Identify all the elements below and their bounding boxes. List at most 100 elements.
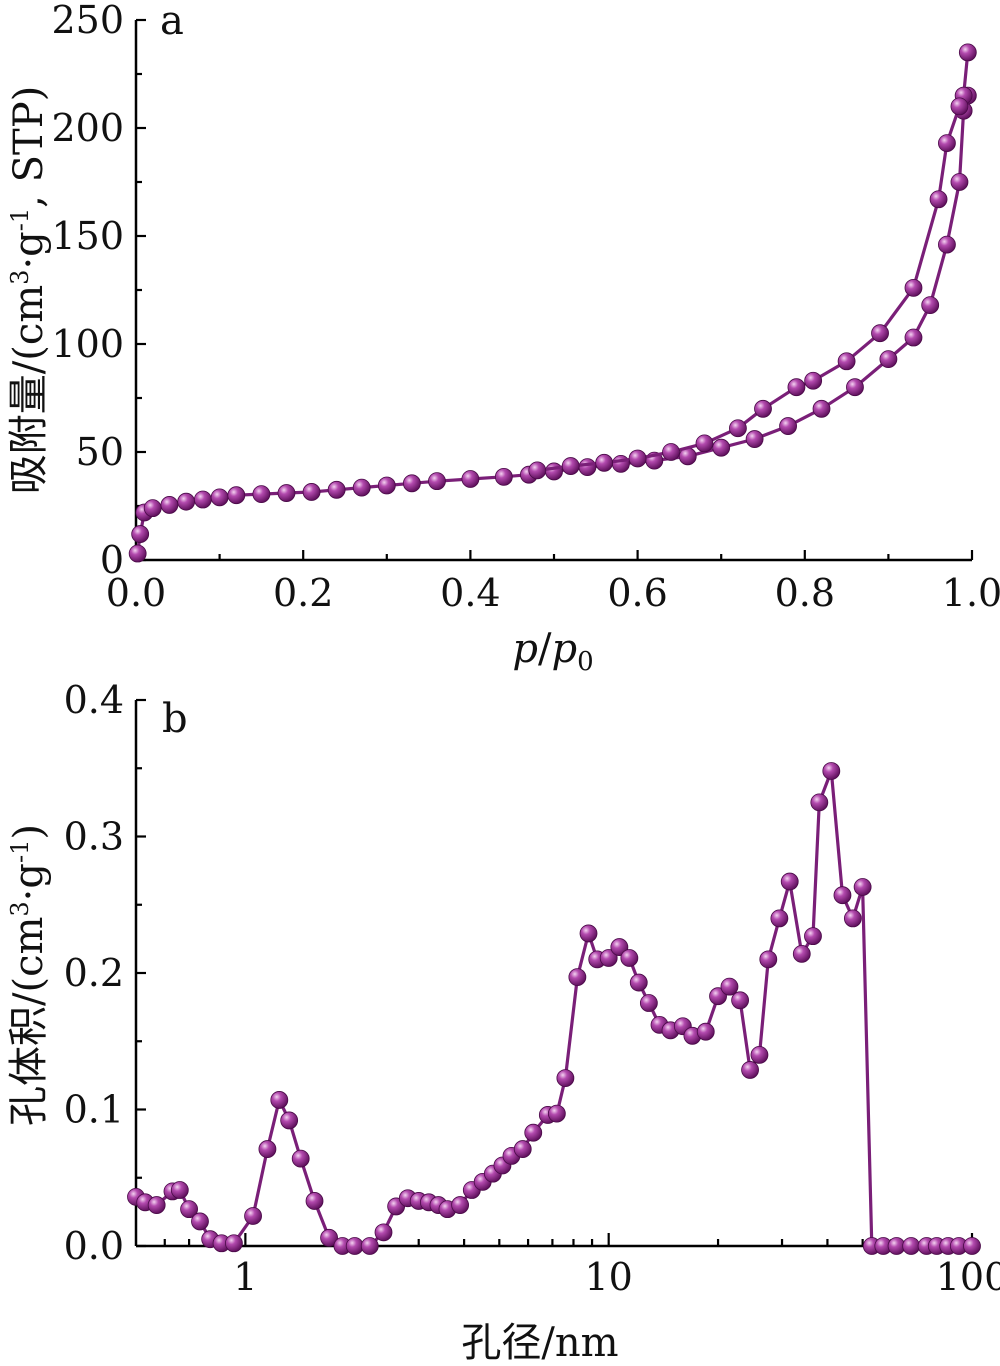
- panel-a-data-point: [494, 467, 513, 486]
- y-title-a-part2: ·g: [6, 231, 52, 269]
- panel-a-data-point: [277, 484, 296, 502]
- panel-b-data-point: [599, 949, 618, 967]
- panel-b-data-point: [770, 909, 789, 928]
- panel-a-data-point: [779, 417, 797, 435]
- panel-b-data-point: [731, 991, 750, 1010]
- panel-a-x-axis-title: p/p0: [512, 626, 593, 677]
- panel-a-data-point: [921, 296, 940, 315]
- panel-a-data-point: [929, 190, 948, 209]
- panel-a-data-point: [938, 235, 956, 254]
- y-title-b-part2: ·g: [6, 863, 52, 901]
- y-title-a-part1: 吸附量/(cm: [6, 285, 52, 494]
- panel-b-data-point: [524, 1123, 543, 1142]
- panel-a-data-point: [210, 488, 229, 507]
- y-title-b-sup2: -1: [6, 840, 34, 863]
- panel-b-data-point: [833, 886, 852, 905]
- panel-a-data-point: [177, 492, 196, 511]
- panel-b-data-point: [451, 1196, 470, 1214]
- panel-a-data-point: [958, 43, 977, 62]
- y-title-a-part3: , STP): [6, 86, 52, 208]
- panel-a-data-point: [938, 134, 956, 153]
- panel-b-data-point: [280, 1111, 299, 1130]
- panel-b-y-axis-title: 孔体积/(cm3·g-1): [6, 824, 52, 1126]
- panel-a-y-tick-label: 50: [76, 430, 124, 474]
- panel-b-data-point: [147, 1196, 166, 1214]
- panel-a-data-point: [695, 434, 714, 453]
- panel-a-y-tick-label: 0: [100, 538, 124, 582]
- panel-a-data-point: [528, 461, 547, 480]
- panel-b-data-point: [305, 1192, 324, 1210]
- panel-a-data-point: [377, 476, 396, 495]
- panel-b-data-point: [191, 1212, 209, 1231]
- panel-a-x-tick-label: 0.4: [440, 571, 500, 615]
- panel-b-data-point: [374, 1223, 393, 1242]
- y-title-b-part3: ): [6, 824, 52, 840]
- panel-a-data-point: [729, 419, 747, 438]
- panel-a-x-tick-label: 1.0: [942, 571, 1000, 615]
- panel-a-y-tick-label: 250: [51, 0, 124, 42]
- panel-b-data-point: [360, 1237, 379, 1255]
- panel-a-data-point: [428, 472, 446, 491]
- panel-b-pore-distribution: b 1 10 100 0.0 0.1 0.2 0.3 0.4 孔径/nm 孔体积/(cm3·g…: [6, 678, 1000, 1366]
- pore-volume-line: [135, 769, 972, 1248]
- panel-a-data-point: [787, 378, 806, 397]
- y-title-b-sup1: 3: [6, 901, 34, 916]
- panel-b-data-point: [270, 1091, 289, 1109]
- panel-b-data-point: [963, 1237, 981, 1255]
- panel-b-label: b: [162, 696, 188, 742]
- panel-b-data-point: [225, 1234, 243, 1253]
- panel-b-data-point: [792, 944, 811, 963]
- panel-a-data-point: [879, 350, 898, 369]
- panel-a-data-point: [227, 486, 246, 505]
- panel-a-data-point: [837, 352, 856, 371]
- panel-a-ticks: 0.0 0.2 0.4 0.6 0.8 1.0 0 50 100 150 200 250: [51, 0, 1000, 615]
- panel-b-data-point: [696, 1022, 715, 1041]
- panel-b-x-axis-title: 孔径/nm: [461, 1320, 618, 1366]
- panel-a-label: a: [160, 0, 184, 44]
- panel-b-data-point: [180, 1200, 198, 1219]
- panel-b-data-point: [513, 1140, 532, 1158]
- panel-a-data-point: [904, 328, 923, 347]
- panel-b-data-point: [720, 977, 739, 996]
- panel-b-data-point: [291, 1149, 310, 1168]
- panel-a-x-tick-label: 0.8: [775, 571, 835, 615]
- panel-a-x-tick-label: 0.0: [106, 571, 166, 615]
- panel-a-data-point: [745, 430, 764, 448]
- panel-b-data-point: [741, 1061, 759, 1079]
- panel-a-data-point: [804, 371, 823, 390]
- panel-a-data-point: [160, 496, 179, 514]
- panel-a-data-point: [754, 399, 772, 418]
- adsorption-branch-line: [136, 95, 970, 554]
- panel-b-data-point: [843, 909, 862, 928]
- panel-b-data-point: [639, 994, 658, 1012]
- panel-a-data-point: [662, 443, 680, 461]
- panel-a-data-point: [545, 462, 563, 481]
- panel-a-data-point: [561, 457, 580, 475]
- panel-a-data-point: [143, 499, 162, 518]
- panel-a-data-point: [904, 278, 923, 297]
- x-title-subscript: 0: [577, 647, 594, 677]
- y-title-b-part1: 孔体积/(cm: [6, 917, 52, 1126]
- panel-b-data-point: [822, 762, 841, 780]
- panel-a-data-point: [628, 449, 647, 468]
- panel-b-data-point: [810, 793, 829, 812]
- panel-a-data-point: [812, 399, 831, 418]
- panel-b-data-point: [780, 872, 799, 891]
- panel-b-x-tick-label: 100: [936, 1255, 1000, 1299]
- panel-a-data-point: [327, 480, 346, 499]
- panel-b-data-point: [568, 968, 587, 986]
- panel-b-data-point: [556, 1069, 575, 1088]
- panel-a-data-point: [950, 97, 969, 116]
- x-title-p2: p: [551, 626, 577, 672]
- panel-a-series: [128, 43, 977, 563]
- panel-a-y-tick-label: 100: [51, 322, 124, 366]
- panel-a-data-point: [402, 474, 421, 493]
- panel-b-data-point: [320, 1228, 338, 1247]
- panel-b-data-point: [620, 949, 639, 967]
- panel-a-data-point: [595, 453, 614, 472]
- y-title-a-sup2: -1: [6, 208, 34, 231]
- panel-a-y-axis-title: 吸附量/(cm3·g-1, STP): [6, 86, 52, 494]
- panel-b-ticks: 1 10 100 0.0 0.1 0.2 0.3 0.4: [64, 678, 1000, 1299]
- y-title-a-sup1: 3: [6, 270, 34, 285]
